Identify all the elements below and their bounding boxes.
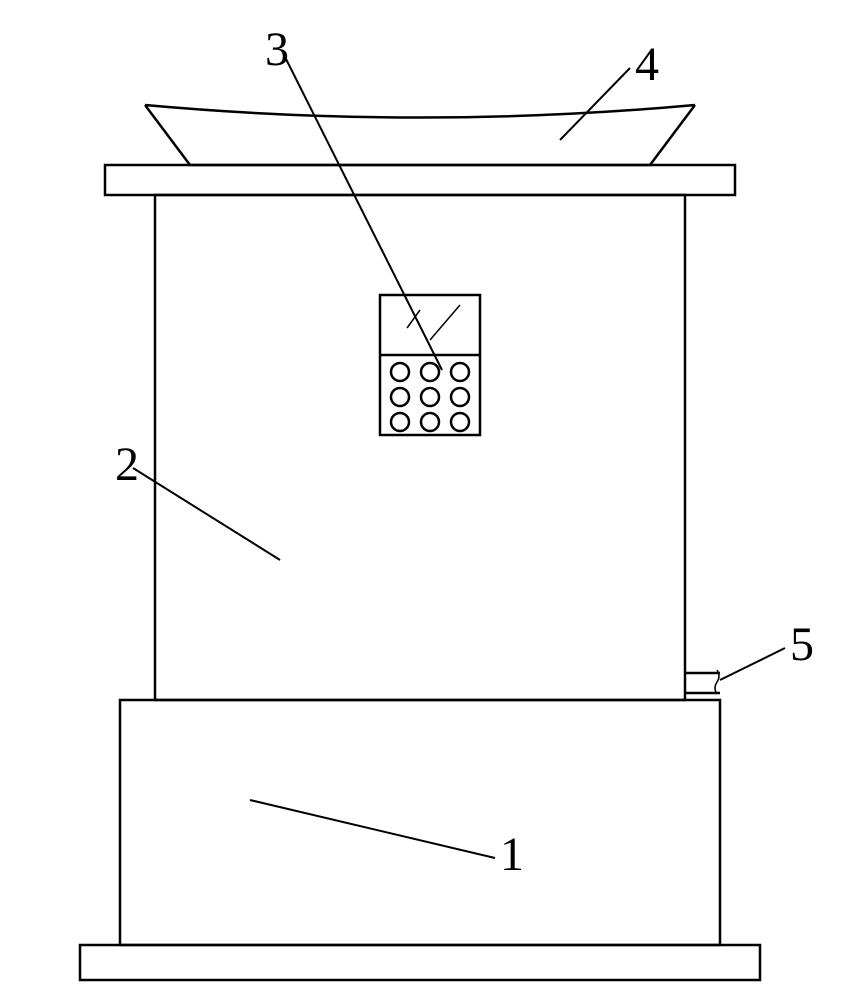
lower-box xyxy=(120,700,720,945)
panel-button-5 xyxy=(451,388,469,406)
label-4: 4 xyxy=(635,38,659,91)
panel-button-1 xyxy=(421,363,439,381)
base-plate xyxy=(80,945,760,980)
leader-line-3 xyxy=(283,53,442,370)
label-1: 1 xyxy=(500,828,524,881)
technical-diagram: 1 2 3 4 5 xyxy=(0,0,861,1000)
dish-rim xyxy=(145,105,695,118)
screen-glare-1 xyxy=(430,305,460,340)
panel-button-3 xyxy=(391,388,409,406)
panel-button-8 xyxy=(451,413,469,431)
label-2: 2 xyxy=(115,438,139,491)
collection-dish xyxy=(145,105,695,165)
panel-button-7 xyxy=(421,413,439,431)
label-5: 5 xyxy=(790,618,814,671)
panel-button-6 xyxy=(391,413,409,431)
label-3: 3 xyxy=(265,23,289,76)
leader-line-4 xyxy=(560,68,630,140)
panel-button-0 xyxy=(391,363,409,381)
leader-line-5 xyxy=(720,648,785,680)
leader-line-1 xyxy=(250,800,495,858)
top-plate xyxy=(105,165,735,195)
panel-button-2 xyxy=(451,363,469,381)
panel-button-4 xyxy=(421,388,439,406)
main-body xyxy=(155,195,685,700)
